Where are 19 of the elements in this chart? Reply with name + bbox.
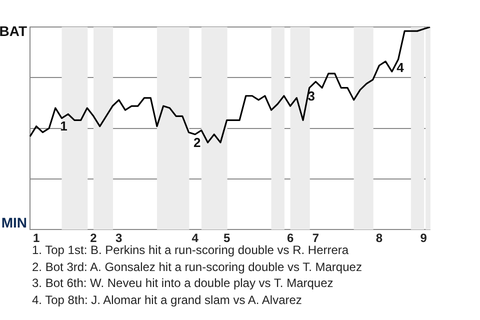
x-tick-label: 9 [420, 231, 428, 246]
annotation: 2 [193, 134, 201, 150]
x-tick-label: 4 [192, 231, 199, 246]
x-tick-label: 6 [286, 231, 294, 246]
text: BAT [0, 22, 28, 39]
x-tick-label: 3 [116, 231, 123, 246]
annotation: 4 [396, 60, 405, 75]
x-tick-label: 5 [223, 231, 230, 246]
text: 4. Top 8th: J. Alomar hit a grand slam vs A. Alvarez [32, 292, 303, 308]
annotation: 3 [308, 88, 315, 104]
x-tick-label: 2 [90, 231, 98, 246]
text: MIN [1, 214, 27, 230]
x-tick-label: 1 [33, 231, 40, 246]
text: 3. Bot 6th: W. Neveu hit into a double play vs T. Marquez [32, 275, 334, 292]
x-tick-label: 8 [376, 231, 383, 246]
text: 2. Bot 3rd: A. Gonsalez hit a run-scoring double vs T. Marquez [32, 258, 363, 275]
text: 1. Top 1st: B. Perkins hit a run-scoring double vs R. Herrera [32, 243, 349, 257]
x-tick-label: 7 [312, 231, 320, 246]
annotation: 1 [60, 118, 68, 134]
